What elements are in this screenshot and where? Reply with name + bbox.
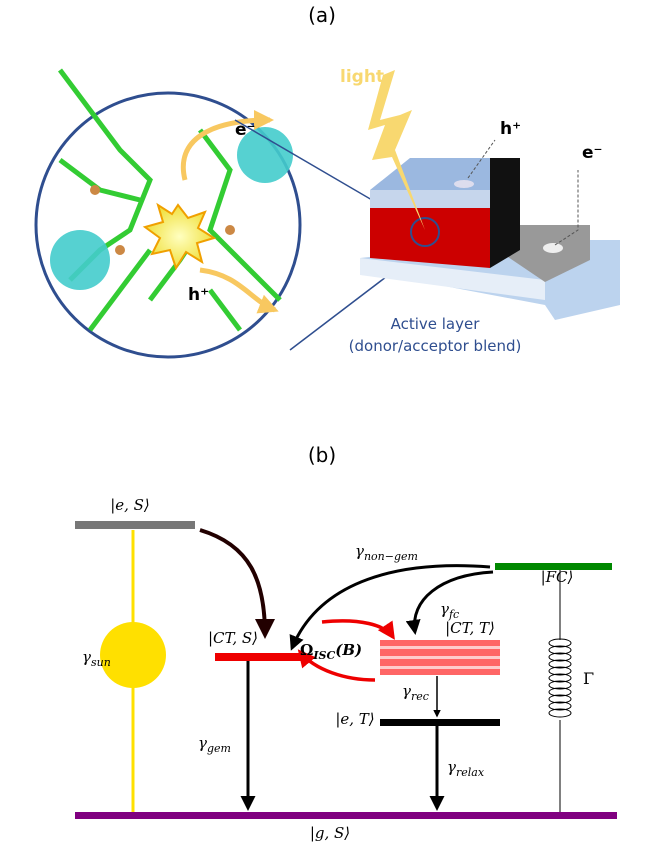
rate-subscript: relax xyxy=(456,766,485,779)
state-label: |CT, T⟩ xyxy=(445,619,495,637)
coil-loop xyxy=(548,652,572,662)
rate-symbol: γ xyxy=(402,682,411,700)
coil-loop xyxy=(548,666,572,676)
state-label: |e, T⟩ xyxy=(335,710,374,728)
rate-label: γsun xyxy=(82,648,111,669)
rate-label: γrelax xyxy=(447,758,485,779)
device xyxy=(360,70,620,320)
rate-subscript: rec xyxy=(411,690,429,703)
level-e-t xyxy=(380,719,500,726)
coil-loop xyxy=(548,687,572,697)
level-ct-t xyxy=(380,640,500,675)
coil-loop xyxy=(548,659,572,669)
arrow xyxy=(405,570,494,635)
spring xyxy=(548,570,572,812)
rate-subscript: sun xyxy=(91,656,111,669)
hole-label: h⁺ xyxy=(188,285,209,305)
rate-subscript: ISC xyxy=(312,649,335,662)
coil-loop xyxy=(548,708,572,718)
rate-symbol: γ xyxy=(355,542,364,560)
level-fc xyxy=(495,563,612,570)
state-label: |CT, S⟩ xyxy=(208,629,258,647)
hole-arrow xyxy=(199,267,279,314)
rate-subscript: fc xyxy=(448,608,459,621)
panel-label: (b) xyxy=(308,443,336,467)
rate-label: γrec xyxy=(402,682,429,703)
state-label: |FC⟩ xyxy=(541,568,574,586)
rate-label: ΩISC(B) xyxy=(300,641,362,662)
arrow xyxy=(297,649,376,682)
burst xyxy=(142,202,217,271)
state-label: |e, S⟩ xyxy=(110,496,150,514)
coil-loop xyxy=(548,694,572,704)
rate-symbol: γ xyxy=(447,758,456,776)
rate-symbol: γ xyxy=(198,734,207,752)
coil-loop xyxy=(548,701,572,711)
arrow xyxy=(289,564,491,651)
rate-subscript: non−gem xyxy=(364,550,418,563)
arrow xyxy=(199,528,275,639)
rate-symbol: γ xyxy=(82,648,91,666)
coil-loop xyxy=(548,645,572,655)
caption: (donor/acceptor blend) xyxy=(349,337,522,355)
arrow xyxy=(321,619,395,640)
sun xyxy=(100,622,166,688)
electron-label: e⁻ xyxy=(235,120,256,140)
rate-label: γnon−gem xyxy=(355,542,418,563)
rate-subscript: gem xyxy=(207,742,231,755)
rate-symbol: γ xyxy=(440,600,449,618)
light-label: light xyxy=(340,67,384,87)
rate-label: Γ xyxy=(583,669,594,688)
coil-loop xyxy=(548,638,572,648)
coil-loop xyxy=(548,673,572,683)
level-g-s xyxy=(75,812,617,819)
rate-label: γgem xyxy=(198,734,231,755)
device-electron-label: e⁻ xyxy=(582,143,603,163)
rate-symbol: Ω xyxy=(300,641,313,659)
rate-label: γfc xyxy=(440,600,459,621)
rate-suffix: (B) xyxy=(335,641,362,659)
level-e-s xyxy=(75,521,195,529)
state-label: |g, S⟩ xyxy=(310,824,350,842)
coil-loop xyxy=(548,680,572,690)
electron-arrow xyxy=(180,110,274,181)
panel-label: (a) xyxy=(308,3,336,27)
level-ct-s xyxy=(215,653,305,661)
device-hole-label: h⁺ xyxy=(500,119,521,139)
caption: Active layer xyxy=(391,315,481,333)
